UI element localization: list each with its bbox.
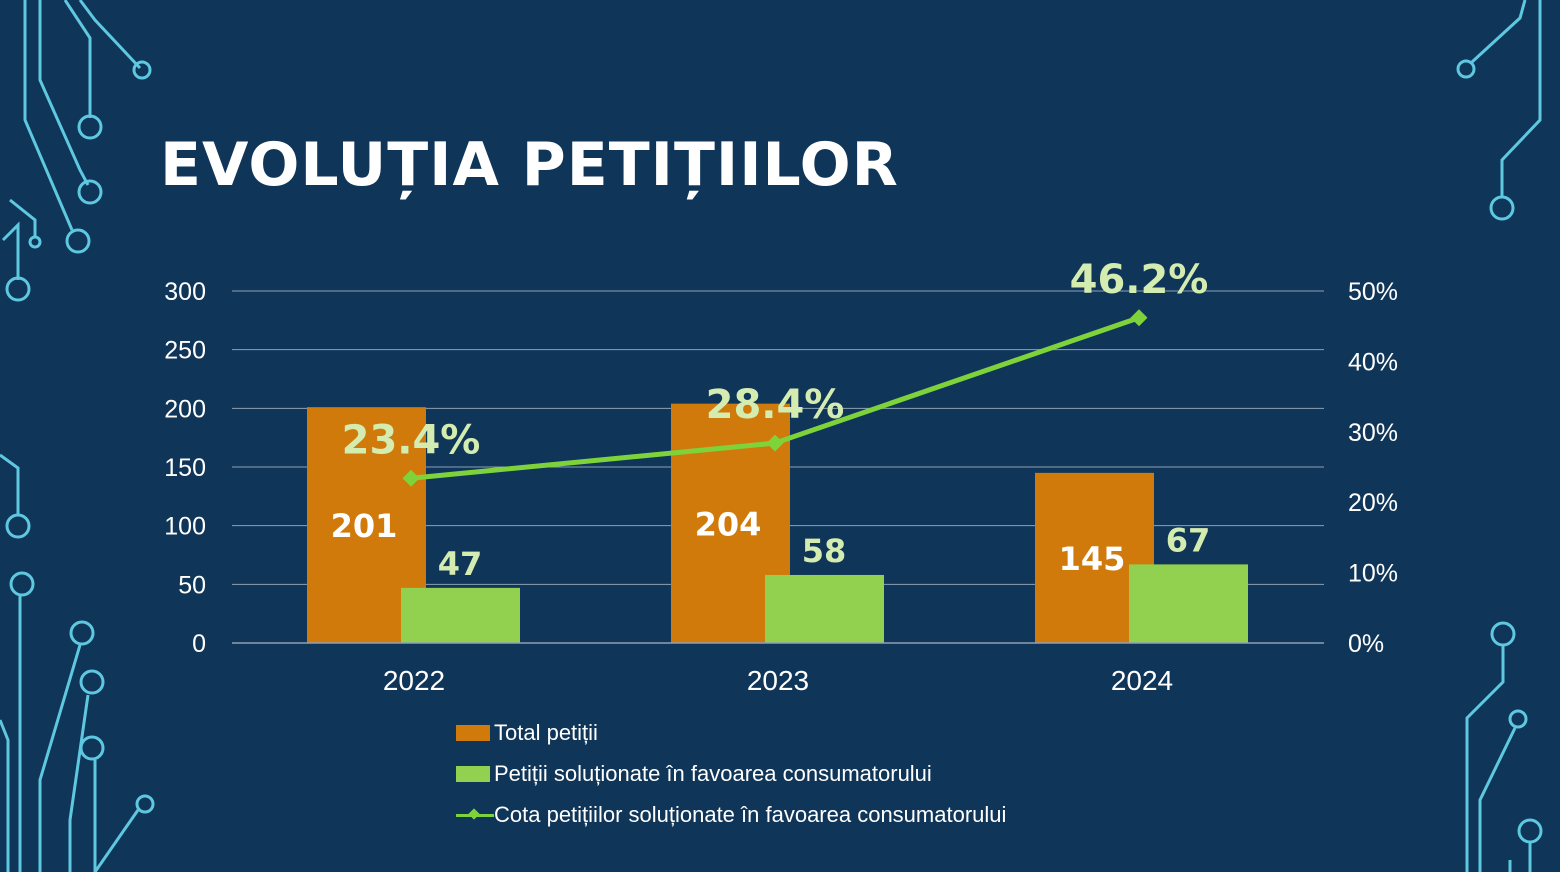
x-tick-label: 2024	[1111, 665, 1173, 696]
circuit-node	[135, 794, 155, 814]
legend-label-total: Total petiții	[494, 719, 598, 745]
circuit-trace	[1465, 645, 1505, 872]
data-label-solved: 58	[802, 532, 847, 570]
circuit-node	[28, 235, 42, 249]
legend-label-share: Cota petițiilor soluționate în favoarea …	[494, 801, 1007, 827]
circuit-trace	[68, 694, 90, 872]
circuit-node	[5, 276, 31, 302]
y-tick-label: 0	[192, 630, 206, 658]
y-tick-label: 250	[164, 337, 206, 365]
circuit-node	[5, 513, 31, 539]
circuit-trace	[1470, 0, 1527, 64]
legend-swatch-share	[456, 807, 494, 823]
chart-legend: Total petiții Petiții soluționate în fav…	[456, 712, 1006, 835]
y2-tick-label: 50%	[1348, 278, 1398, 306]
circuit-trace	[0, 453, 20, 515]
data-label-solved: 47	[438, 545, 483, 583]
x-tick-label: 2023	[747, 665, 809, 696]
y-tick-label: 100	[164, 513, 206, 541]
y-tick-label: 150	[164, 454, 206, 482]
bar-solved	[765, 574, 884, 643]
circuit-trace	[63, 0, 92, 118]
circuit-node	[1517, 818, 1543, 844]
circuit-node	[69, 620, 95, 646]
legend-item-total: Total petiții	[456, 712, 1006, 753]
y2-tick-label: 30%	[1348, 419, 1398, 447]
share-marker	[766, 434, 784, 452]
circuit-node	[79, 669, 105, 695]
circuit-trace	[93, 809, 140, 872]
data-label-total: 145	[1059, 540, 1126, 578]
data-label-share: 46.2%	[1070, 257, 1209, 303]
data-label-total: 201	[331, 507, 398, 545]
circuit-node	[79, 735, 105, 761]
data-label-share: 28.4%	[706, 382, 845, 428]
x-tick-label: 2022	[383, 665, 445, 696]
circuit-trace	[1500, 0, 1542, 198]
circuit-trace	[0, 719, 10, 872]
circuit-trace	[1478, 727, 1517, 872]
legend-item-share: Cota petițiilor soluționate în favoarea …	[456, 794, 1006, 835]
circuit-node	[77, 179, 103, 205]
circuit-trace	[9, 198, 37, 238]
legend-swatch-total	[456, 724, 490, 741]
y-tick-label: 200	[164, 395, 206, 423]
data-label-share: 23.4%	[342, 417, 481, 463]
circuit-node	[77, 114, 103, 140]
circuit-trace	[78, 0, 142, 70]
circuit-node	[1490, 621, 1516, 647]
bar-solved	[401, 587, 520, 643]
data-label-solved: 67	[1166, 521, 1211, 559]
bar-solved	[1129, 564, 1248, 643]
y2-tick-label: 40%	[1348, 348, 1398, 376]
circuit-node	[1489, 195, 1515, 221]
data-label-total: 204	[695, 505, 762, 543]
legend-swatch-solved	[456, 765, 490, 782]
share-marker	[1130, 309, 1148, 327]
circuit-node	[1456, 59, 1476, 79]
circuit-trace	[23, 0, 74, 231]
circuit-node	[1508, 709, 1528, 729]
circuit-node	[132, 60, 152, 80]
y2-tick-label: 0%	[1348, 630, 1384, 658]
y-tick-label: 300	[164, 278, 206, 306]
share-marker	[402, 469, 420, 487]
legend-item-solved: Petiții soluționate în favoarea consumat…	[456, 753, 1006, 794]
circuit-node	[9, 571, 35, 597]
circuit-node	[65, 228, 91, 254]
circuit-trace	[38, 0, 90, 186]
y2-tick-label: 20%	[1348, 489, 1398, 517]
legend-label-solved: Petiții soluționate în favoarea consumat…	[494, 760, 932, 786]
circuit-trace	[1, 221, 20, 280]
slide-title: EVOLUȚIA PETIȚIILOR	[160, 130, 899, 200]
circuit-trace	[38, 644, 82, 872]
y-tick-label: 50	[178, 571, 206, 599]
y2-tick-label: 10%	[1348, 560, 1398, 588]
